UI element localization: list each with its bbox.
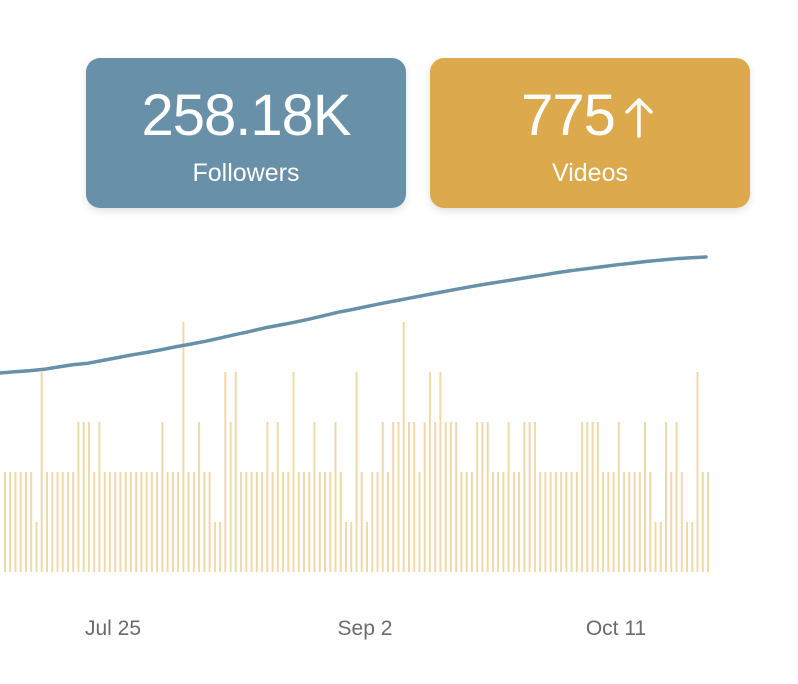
videos-card: 775 Videos: [430, 58, 750, 208]
x-tick-label: Sep 2: [338, 617, 393, 640]
arrow-up-icon: [625, 98, 653, 138]
followers-value: 258.18K: [141, 83, 351, 148]
videos-value: 775: [521, 83, 616, 148]
x-tick-label: Jul 25: [85, 617, 141, 640]
followers-line: [0, 255, 708, 375]
x-tick-label: Oct 11: [586, 617, 646, 640]
followers-label: Followers: [192, 159, 300, 187]
x-axis-ticks: Jul 25 Sep 2 Oct 11: [85, 617, 646, 640]
video-bars: [4, 322, 709, 572]
videos-value-row: 775: [430, 84, 750, 148]
followers-card: 258.18K Followers: [86, 58, 406, 208]
videos-label: Videos: [552, 159, 628, 187]
